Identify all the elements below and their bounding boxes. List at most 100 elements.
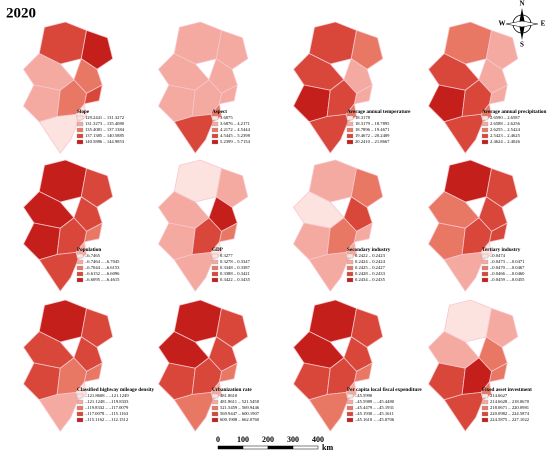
legend-label: 4.5445 – 5.2398 — [220, 133, 251, 138]
map-panel: Average annual temperature18.317818.3179… — [292, 21, 411, 154]
legend-label: –0.0459 – –0.0455 — [489, 277, 525, 282]
legend-label: 0.2424 – 0.2424 — [355, 259, 386, 264]
legend-swatch — [346, 271, 354, 277]
legend-swatch — [346, 277, 354, 283]
legend-swatch — [76, 393, 84, 399]
legend-label: 18.3178 — [355, 115, 371, 120]
legend-title: Population — [77, 247, 101, 253]
region — [350, 29, 384, 70]
legend-title: Urbanization rate — [212, 387, 252, 393]
region — [308, 391, 349, 432]
scale-segment — [242, 445, 269, 450]
legend-label: 0.2434 – 0.2435 — [355, 277, 386, 282]
scale-label: 0 — [216, 435, 220, 444]
legend-title: GDP — [212, 247, 224, 253]
legend-swatch — [211, 277, 219, 283]
legend-label: 2.5423 – 2.4625 — [490, 133, 521, 138]
legend-swatch — [481, 133, 489, 139]
region — [443, 113, 484, 154]
region — [80, 167, 114, 208]
legend-label: 0.2425 – 0.2427 — [355, 265, 386, 270]
legend-swatch — [76, 139, 84, 145]
legend-swatch — [76, 253, 84, 259]
region — [443, 391, 484, 432]
legend-swatch — [211, 127, 219, 133]
legend-swatch — [76, 271, 84, 277]
legend-label: –0.0466 – –0.0460 — [489, 271, 525, 276]
legend-label: 0.3422 – 0.3435 — [220, 277, 251, 282]
region — [23, 222, 61, 261]
scale-segment — [267, 445, 294, 450]
legend-label: 131.3273 – 135.4080 — [85, 121, 125, 126]
legend-label: 18.3179 – 18.7895 — [355, 121, 390, 126]
legend-swatch — [346, 399, 354, 405]
legend-label: 0.3278 – 0.3347 — [220, 259, 251, 264]
legend-label: –45.4479 – –45.1931 — [354, 405, 395, 410]
legend-label: –45.5989 – –45.4480 — [354, 399, 395, 404]
legend-swatch — [346, 133, 354, 139]
region — [293, 222, 331, 261]
legend-swatch — [481, 253, 489, 259]
legend-label: 4.2172 – 4.5444 — [220, 127, 251, 132]
legend-label: –6.7464 – –6.7045 — [84, 259, 120, 264]
legend-swatch — [481, 259, 489, 265]
legend-swatch — [76, 133, 84, 139]
region — [350, 167, 384, 208]
legend-label: 600.1908 – 662.0760 — [220, 417, 260, 422]
legend-label: 18.7896 – 19.4671 — [355, 127, 390, 132]
legend-swatch — [211, 399, 219, 405]
region — [293, 362, 331, 401]
scale-label: 100 — [237, 435, 249, 444]
scale-label: 300 — [287, 435, 299, 444]
legend-swatch — [481, 115, 489, 121]
scale-segment — [217, 445, 244, 450]
legend-swatch — [76, 411, 84, 417]
legend-label: 481.8610 — [220, 393, 238, 398]
legend-swatch — [481, 265, 489, 271]
compass: N S E W — [499, 0, 546, 49]
legend-label: 214.6627 — [490, 393, 508, 398]
legend-title: Fixed asset investment — [482, 387, 532, 393]
legend-swatch — [76, 417, 84, 423]
legend-label: 569.9447 – 600.1907 — [220, 411, 260, 416]
legend-label: 137.1385 – 140.5885 — [85, 133, 125, 138]
legend-label: 220.0982 – 224.5874 — [490, 411, 530, 416]
legend-label: 129.2441 – 131.3272 — [85, 115, 125, 120]
region — [428, 222, 466, 261]
legend-swatch — [76, 265, 84, 271]
legend-title: Secondary industry — [347, 247, 391, 253]
legend-title: Classified highway mileage density — [77, 387, 155, 393]
region — [428, 362, 466, 401]
map-panel: Classified highway mileage density–121.8… — [22, 299, 155, 432]
legend-label: 218.0671 – 220.0981 — [490, 405, 530, 410]
legend-title: Tertiary industry — [482, 247, 521, 253]
legend-swatch — [211, 253, 219, 259]
legend-swatch — [481, 399, 489, 405]
legend-label: 2.6588 – 2.6256 — [490, 121, 521, 126]
legend-label: 135.4081 – 137.1384 — [85, 127, 125, 132]
legend-swatch — [211, 417, 219, 423]
legend-swatch — [346, 121, 354, 127]
legend-swatch — [481, 411, 489, 417]
legend-label: –0.0470 – –0.0467 — [489, 265, 525, 270]
compass-n: N — [519, 0, 524, 8]
legend-label: 0.2428 – 0.2433 — [355, 271, 386, 276]
legend-label: –119.8332 – –117.0079 — [84, 405, 129, 410]
legend-title: Per capita local fiscal expenditure — [347, 387, 422, 393]
legend-swatch — [481, 417, 489, 423]
legend-label: –0.0474 — [489, 253, 506, 258]
legend-title: Average annual precipitation — [482, 109, 546, 115]
region — [23, 84, 61, 123]
legend-label: 2.6590 – 2.6587 — [490, 115, 521, 120]
legend-label: –117.0078 – –115.1163 — [84, 411, 129, 416]
map-panel: Tertiary industry–0.0474–0.0473 – –0.047… — [427, 159, 525, 292]
region — [485, 167, 519, 208]
legend-label: 0.3388 – 0.3421 — [220, 271, 251, 276]
region — [443, 251, 484, 292]
legend-swatch — [211, 393, 219, 399]
region — [173, 251, 214, 292]
